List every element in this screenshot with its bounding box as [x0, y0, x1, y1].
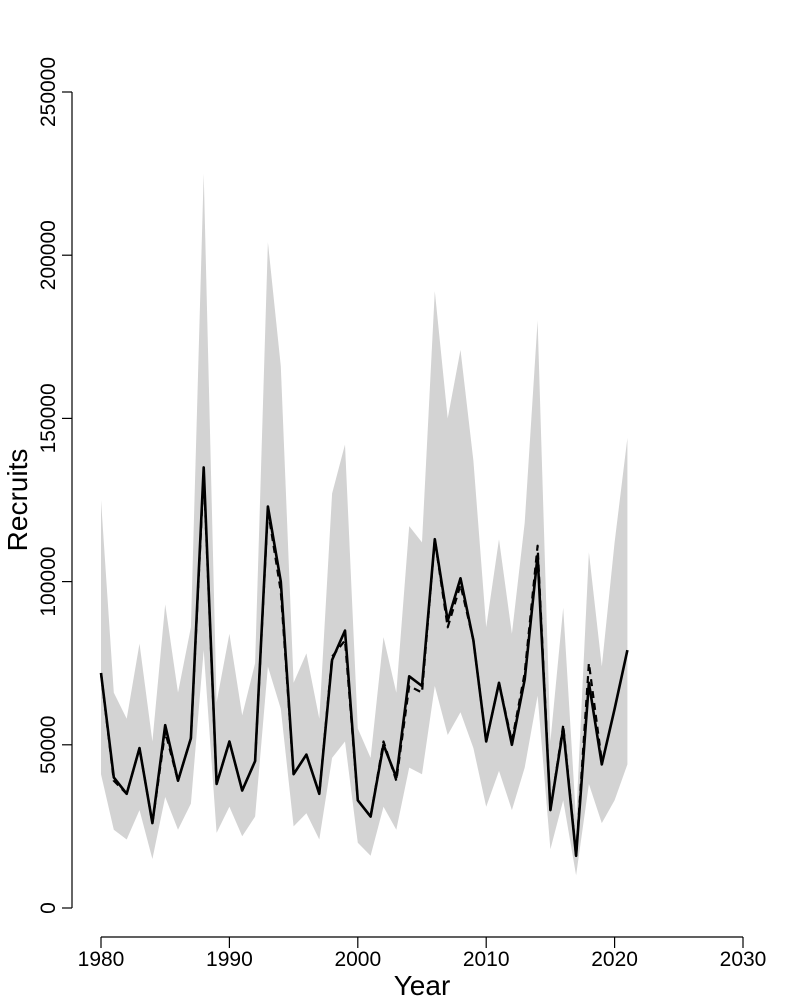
y-tick-label: 250000 — [37, 57, 60, 127]
x-tick-label: 2020 — [591, 948, 638, 971]
x-tick-label: 2030 — [720, 948, 767, 971]
series-layer — [99, 466, 629, 858]
x-axis-title: Year — [394, 970, 451, 1000]
series-line-solid — [99, 466, 629, 858]
y-axis-title: Recruits — [2, 449, 33, 552]
y-tick-label: 50000 — [37, 716, 60, 774]
series-line-dashed — [99, 472, 603, 857]
x-tick-label: 1980 — [78, 948, 125, 971]
axes-layer — [71, 92, 743, 938]
y-tick-label: 100000 — [37, 547, 60, 617]
x-tick-label: 2000 — [334, 948, 381, 971]
x-tick-label: 1990 — [206, 948, 253, 971]
x-tick-label: 2010 — [463, 948, 510, 971]
x-ticks: 1980 1990 2000 2010 2020 2030 — [78, 937, 767, 971]
y-tick-label: 150000 — [37, 383, 60, 453]
y-ticks: 0 50000 100000 150000 200000 250000 — [37, 57, 72, 914]
y-tick-label: 0 — [37, 902, 60, 914]
y-tick-label: 200000 — [37, 220, 60, 290]
